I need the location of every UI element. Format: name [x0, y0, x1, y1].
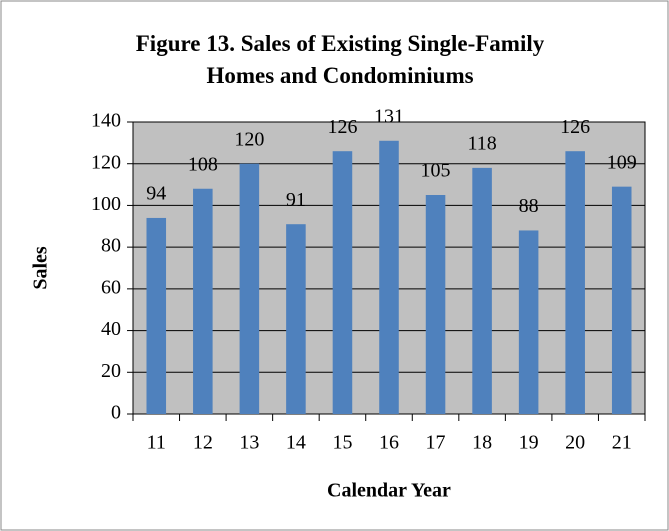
y-tick-label: 20	[101, 360, 121, 382]
data-label: 118	[467, 132, 496, 154]
bar	[332, 151, 353, 414]
x-tick-label: 13	[239, 432, 259, 454]
data-label: 109	[607, 151, 637, 173]
y-tick-label: 120	[91, 151, 121, 173]
bar	[472, 167, 492, 414]
bar	[379, 140, 399, 414]
data-label: 126	[327, 116, 357, 138]
chart-title: Figure 13. Sales of Existing Single-Fami…	[135, 31, 545, 88]
data-label: 120	[234, 128, 264, 150]
bar	[239, 163, 260, 414]
x-tick-label: 16	[379, 432, 399, 454]
bar	[611, 186, 632, 414]
data-label: 108	[188, 153, 218, 175]
y-tick-label: 100	[91, 193, 121, 215]
data-label: 94	[146, 183, 166, 205]
y-axis-label: Sales	[30, 246, 52, 290]
bar	[286, 224, 306, 414]
y-tick-label: 80	[101, 235, 121, 257]
x-tick-label: 12	[193, 432, 213, 454]
x-tick-label: 19	[519, 432, 539, 454]
bar	[146, 217, 167, 414]
bar	[565, 151, 585, 414]
x-tick-label: 21	[612, 432, 632, 454]
y-tick-label: 40	[101, 318, 121, 340]
y-tick-label: 0	[111, 402, 121, 424]
data-label: 88	[519, 195, 539, 217]
bar	[425, 195, 446, 414]
x-tick-label: 14	[286, 432, 306, 454]
bar	[518, 230, 539, 414]
data-label: 91	[286, 189, 306, 211]
x-tick-label: 18	[472, 432, 492, 454]
data-label: 131	[374, 105, 404, 127]
x-tick-label: 20	[565, 432, 585, 454]
x-tick-label: 17	[426, 432, 446, 454]
y-tick-label: 140	[91, 110, 121, 132]
data-label: 105	[421, 160, 451, 182]
x-axis-label: Calendar Year	[327, 480, 451, 502]
data-label: 126	[560, 116, 590, 138]
x-tick-label: 11	[147, 432, 166, 454]
bar	[193, 188, 213, 414]
y-tick-label: 60	[101, 276, 121, 298]
x-tick-label: 15	[332, 432, 352, 454]
